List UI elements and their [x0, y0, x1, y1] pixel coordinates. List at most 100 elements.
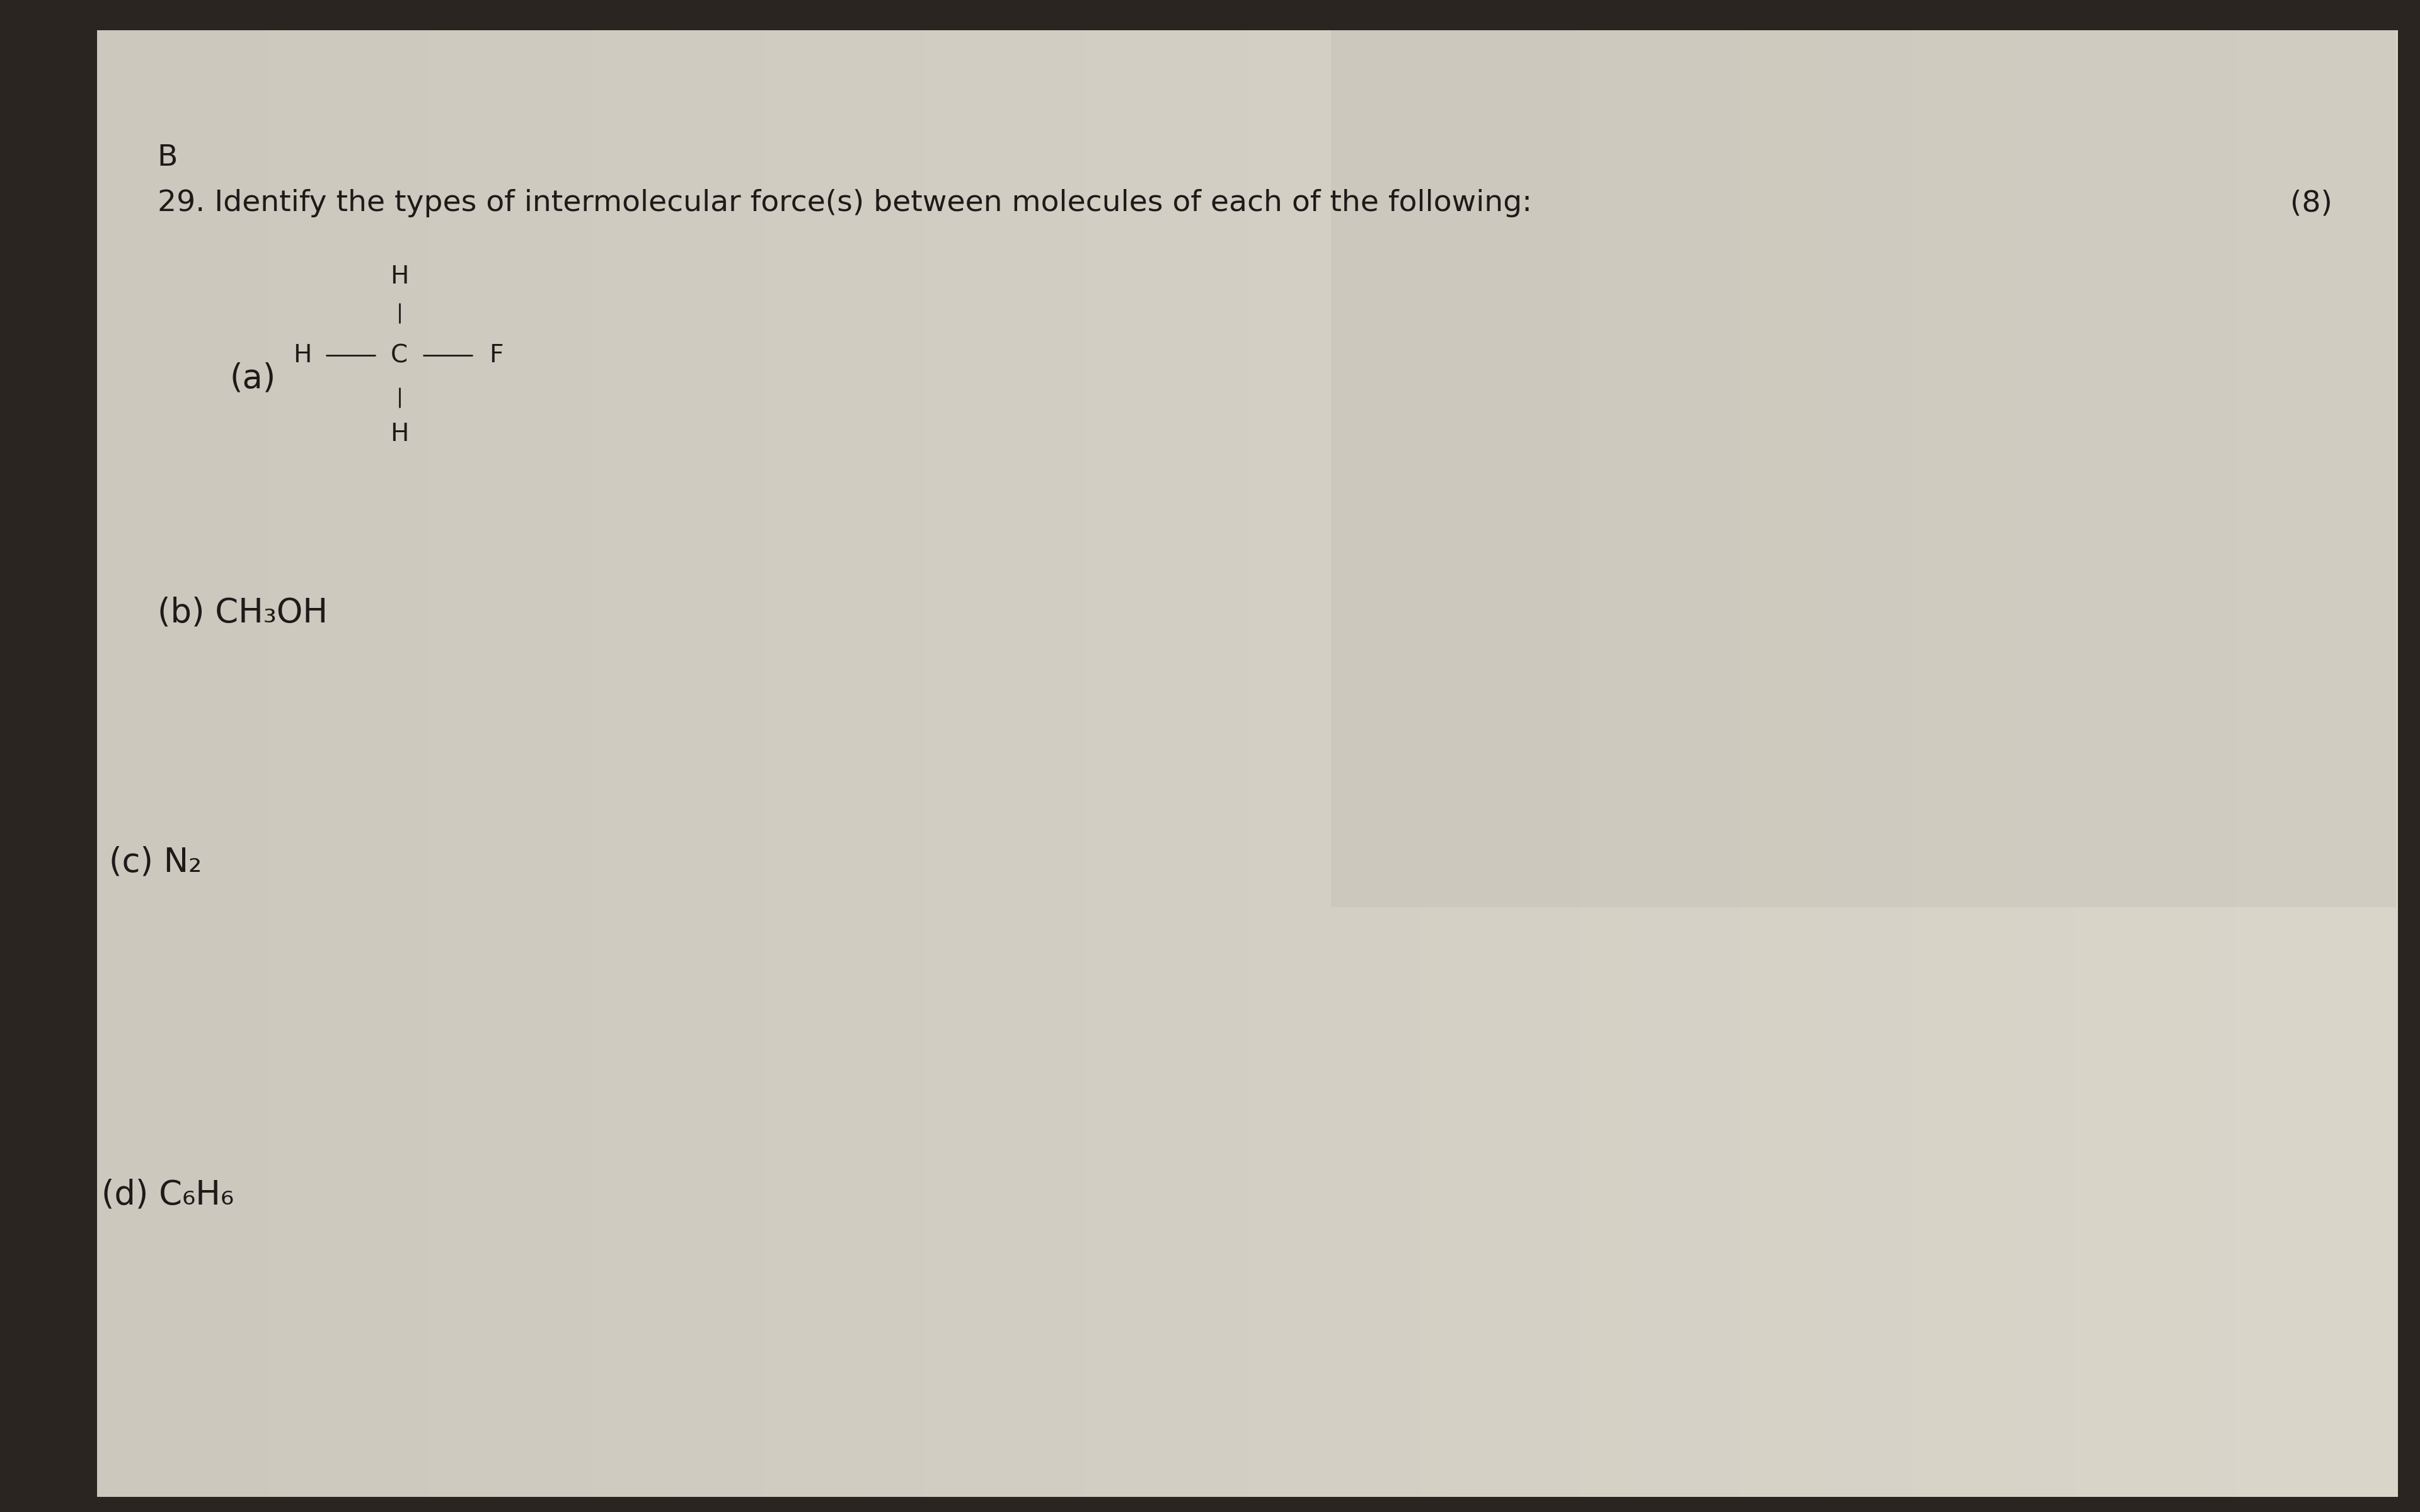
Bar [1774, 30, 1788, 1497]
Bar [1372, 30, 1387, 1497]
Bar [1258, 30, 1273, 1497]
Bar [1740, 30, 1754, 1497]
Bar [1430, 30, 1445, 1497]
Bar [1304, 30, 1316, 1497]
Bar [557, 30, 571, 1497]
Bar [2178, 30, 2193, 1497]
Text: (a): (a) [230, 361, 276, 395]
Bar [213, 30, 225, 1497]
Bar [2052, 30, 2064, 1497]
Bar [1844, 30, 1859, 1497]
Bar [1912, 30, 1926, 1497]
Bar [2062, 30, 2076, 1497]
Bar [716, 30, 731, 1497]
Bar [832, 30, 847, 1497]
Bar [1522, 30, 1537, 1497]
Bar [1142, 30, 1157, 1497]
Bar [661, 30, 673, 1497]
Bar [1614, 30, 1629, 1497]
Bar [1534, 30, 1549, 1497]
Bar [912, 30, 927, 1497]
Bar [1718, 30, 1733, 1497]
Bar [983, 30, 995, 1497]
Bar [1786, 30, 1800, 1497]
Text: (8): (8) [2289, 189, 2333, 218]
Bar [2384, 30, 2398, 1497]
Bar [361, 30, 375, 1497]
Bar [799, 30, 811, 1497]
Bar [2372, 30, 2386, 1497]
Bar [774, 30, 789, 1497]
Bar [281, 30, 295, 1497]
Bar [1316, 30, 1329, 1497]
Bar [2258, 30, 2272, 1497]
Bar [1050, 30, 1065, 1497]
Bar [2280, 30, 2294, 1497]
Bar [1856, 30, 1868, 1497]
Bar [1902, 30, 1917, 1497]
Bar [1510, 30, 1525, 1497]
Bar [728, 30, 743, 1497]
Bar [269, 30, 283, 1497]
Bar [257, 30, 271, 1497]
Bar [1384, 30, 1399, 1497]
Bar [305, 30, 317, 1497]
Bar [486, 30, 501, 1497]
Bar [1200, 30, 1215, 1497]
Bar [1960, 30, 1972, 1497]
Bar [1246, 30, 1261, 1497]
Text: (c) N₂: (c) N₂ [109, 845, 201, 878]
Bar [581, 30, 593, 1497]
Bar [1982, 30, 1997, 1497]
FancyBboxPatch shape [1331, 30, 2396, 907]
Bar [1764, 30, 1776, 1497]
Bar [924, 30, 939, 1497]
Bar [762, 30, 777, 1497]
Bar [2190, 30, 2202, 1497]
Bar [1636, 30, 1650, 1497]
Bar [1176, 30, 1191, 1497]
Bar [1592, 30, 1604, 1497]
Bar [1544, 30, 1558, 1497]
Bar [1154, 30, 1169, 1497]
Bar [1556, 30, 1571, 1497]
Bar [1016, 30, 1031, 1497]
Bar [946, 30, 961, 1497]
Bar [1350, 30, 1362, 1497]
Bar [808, 30, 823, 1497]
Bar [1108, 30, 1123, 1497]
Bar [165, 30, 179, 1497]
Bar [845, 30, 857, 1497]
Bar [440, 30, 455, 1497]
Bar [1488, 30, 1500, 1497]
Bar [1924, 30, 1938, 1497]
Bar [1464, 30, 1479, 1497]
Bar [682, 30, 697, 1497]
Bar [649, 30, 663, 1497]
Bar [97, 30, 111, 1497]
Bar [670, 30, 685, 1497]
Bar [2086, 30, 2098, 1497]
Bar [1292, 30, 1307, 1497]
Bar [1706, 30, 1721, 1497]
Bar [1660, 30, 1675, 1497]
Bar [1452, 30, 1467, 1497]
Bar [970, 30, 985, 1497]
Bar [1948, 30, 1960, 1497]
Bar [786, 30, 801, 1497]
Bar [544, 30, 559, 1497]
Bar [1326, 30, 1341, 1497]
Bar [155, 30, 169, 1497]
Bar [1442, 30, 1454, 1497]
Bar [223, 30, 237, 1497]
Bar [2316, 30, 2328, 1497]
Bar [1338, 30, 1353, 1497]
Bar [2004, 30, 2018, 1497]
Bar [0, 0, 97, 1512]
Bar [937, 30, 949, 1497]
Bar [695, 30, 709, 1497]
Bar [1970, 30, 1984, 1497]
Bar [1684, 30, 1696, 1497]
Bar [1648, 30, 1663, 1497]
Bar [900, 30, 915, 1497]
